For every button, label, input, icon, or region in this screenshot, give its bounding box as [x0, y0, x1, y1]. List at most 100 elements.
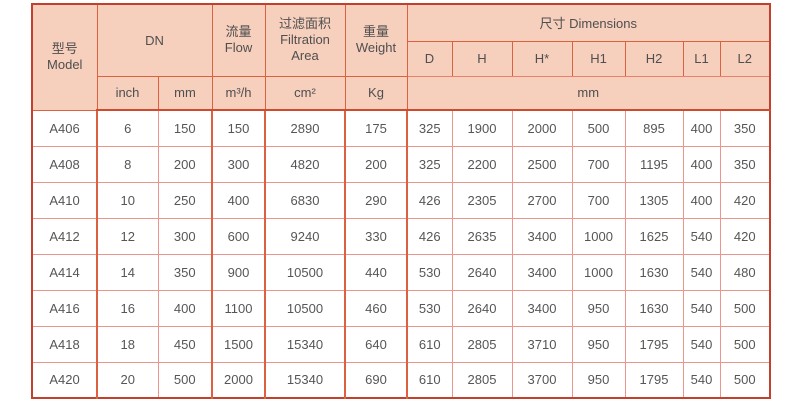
- cell-dim-hstar: 2000: [511, 109, 573, 147]
- cell-dim-l1: 400: [682, 145, 721, 183]
- cell-dim-hstar: 3400: [511, 289, 573, 327]
- cell-dim-hstar: 3400: [511, 253, 573, 291]
- col-header-flow-cn: 流量: [225, 24, 252, 39]
- table-row: A410 10 250 400 6830 290 426 2305 2700 7…: [31, 181, 771, 219]
- cell-flow: 400: [211, 181, 266, 219]
- col-header-filtration-en2: Area: [291, 48, 319, 64]
- cell-weight: 460: [344, 289, 408, 327]
- cell-model: A414: [31, 253, 98, 291]
- col-header-filtration-area: 过滤面积 Filtration Area: [264, 3, 346, 77]
- col-header-dimensions: 尺寸 Dimensions: [406, 3, 771, 42]
- col-header-dim-l2: L2: [719, 40, 771, 77]
- table-row: A406 6 150 150 2890 175 325 1900 2000 50…: [31, 109, 771, 147]
- col-header-flow: 流量 Flow: [211, 3, 266, 77]
- col-header-dim-d: D: [406, 40, 453, 77]
- cell-dn-inch: 8: [96, 145, 159, 183]
- cell-dim-l1: 540: [682, 361, 721, 399]
- table-row: A414 14 350 900 10500 440 530 2640 3400 …: [31, 253, 771, 291]
- cell-dim-l2: 350: [719, 145, 771, 183]
- cell-weight: 640: [344, 325, 408, 363]
- spec-table: 型号 Model DN 流量 Flow 过滤面积 Filtration Area…: [31, 3, 771, 399]
- cell-dim-l2: 500: [719, 325, 771, 363]
- table-row: A418 18 450 1500 15340 640 610 2805 3710…: [31, 325, 771, 363]
- cell-area: 4820: [264, 145, 346, 183]
- cell-dim-l1: 540: [682, 289, 721, 327]
- cell-dim-h1: 950: [571, 361, 626, 399]
- cell-dim-h1: 700: [571, 145, 626, 183]
- cell-dim-l2: 500: [719, 361, 771, 399]
- cell-dim-h: 2805: [451, 325, 513, 363]
- cell-dim-h: 2805: [451, 361, 513, 399]
- header-row-groups: 型号 Model DN 流量 Flow 过滤面积 Filtration Area…: [31, 3, 771, 111]
- cell-dim-l1: 540: [682, 217, 721, 255]
- col-header-model-en: Model: [47, 57, 83, 73]
- cell-dim-h2: 1630: [624, 253, 684, 291]
- col-header-filtration-en1: Filtration: [280, 32, 330, 48]
- cell-dim-h: 1900: [451, 109, 513, 147]
- cell-dim-h2: 1625: [624, 217, 684, 255]
- cell-area: 9240: [264, 217, 346, 255]
- col-header-dn: DN: [96, 3, 213, 77]
- col-header-weight-cn: 重量: [362, 24, 389, 39]
- cell-model: A412: [31, 217, 98, 255]
- cell-model: A410: [31, 181, 98, 219]
- cell-flow: 2000: [211, 361, 266, 399]
- cell-dim-l1: 400: [682, 181, 721, 219]
- cell-dim-h1: 700: [571, 181, 626, 219]
- cell-dim-hstar: 2700: [511, 181, 573, 219]
- unit-filtration: cm²: [264, 75, 346, 111]
- cell-model: A406: [31, 109, 98, 147]
- cell-dim-d: 530: [406, 289, 453, 327]
- col-header-model: 型号 Model: [31, 3, 98, 111]
- col-header-dim-l1: L1: [682, 40, 721, 77]
- cell-flow: 1100: [211, 289, 266, 327]
- cell-dn-mm: 400: [157, 289, 213, 327]
- col-header-dim-h2: H2: [624, 40, 684, 77]
- cell-dim-hstar: 2500: [511, 145, 573, 183]
- cell-weight: 200: [344, 145, 408, 183]
- header-row-units: inch mm m³/h cm² Kg mm: [32, 75, 771, 111]
- cell-dn-mm: 350: [157, 253, 213, 291]
- cell-dn-inch: 16: [96, 289, 159, 327]
- cell-model: A420: [31, 361, 98, 399]
- cell-dim-l2: 350: [719, 109, 771, 147]
- cell-dn-mm: 250: [157, 181, 213, 219]
- cell-dn-mm: 150: [157, 109, 213, 147]
- cell-dim-h2: 1795: [624, 325, 684, 363]
- cell-dim-h2: 1195: [624, 145, 684, 183]
- col-header-weight-en: Weight: [355, 40, 397, 56]
- cell-dim-h1: 1000: [571, 253, 626, 291]
- unit-dn-inch: inch: [96, 75, 159, 111]
- table-row: A408 8 200 300 4820 200 325 2200 2500 70…: [31, 145, 771, 183]
- cell-dim-h1: 950: [571, 325, 626, 363]
- cell-dn-inch: 10: [96, 181, 159, 219]
- cell-dn-inch: 12: [96, 217, 159, 255]
- cell-dim-h1: 950: [571, 289, 626, 327]
- col-header-dim-hstar: H*: [511, 40, 573, 77]
- cell-flow: 900: [211, 253, 266, 291]
- cell-dim-h: 2640: [451, 253, 513, 291]
- cell-dim-h2: 1795: [624, 361, 684, 399]
- table-row: A412 12 300 600 9240 330 426 2635 3400 1…: [31, 217, 771, 255]
- cell-dim-h: 2640: [451, 289, 513, 327]
- cell-dim-h2: 1305: [624, 181, 684, 219]
- cell-dn-mm: 200: [157, 145, 213, 183]
- cell-dim-l2: 420: [719, 181, 771, 219]
- cell-dim-h: 2635: [451, 217, 513, 255]
- cell-dn-mm: 500: [157, 361, 213, 399]
- cell-dim-h: 2305: [451, 181, 513, 219]
- cell-dim-l2: 420: [719, 217, 771, 255]
- cell-area: 10500: [264, 253, 346, 291]
- cell-dn-inch: 14: [96, 253, 159, 291]
- cell-flow: 1500: [211, 325, 266, 363]
- cell-area: 15340: [264, 361, 346, 399]
- table-row: A416 16 400 1100 10500 460 530 2640 3400…: [31, 289, 771, 327]
- cell-dim-d: 325: [406, 145, 453, 183]
- cell-area: 2890: [264, 109, 346, 147]
- cell-dim-d: 530: [406, 253, 453, 291]
- cell-dim-h2: 1630: [624, 289, 684, 327]
- cell-dim-l1: 400: [682, 109, 721, 147]
- cell-dim-d: 325: [406, 109, 453, 147]
- col-header-weight: 重量 Weight: [344, 3, 408, 77]
- unit-flow: m³/h: [211, 75, 266, 111]
